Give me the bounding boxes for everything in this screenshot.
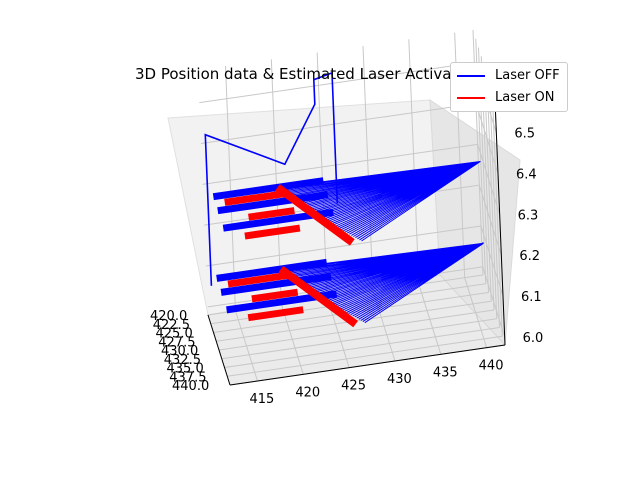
tick-labels: 415 420 425 430 435 440420.0422.5425.0427.543… <box>150 127 543 407</box>
legend-swatch-laser-off <box>457 75 485 77</box>
z-tick-label-0: 6.0 <box>523 331 544 346</box>
legend-swatch-laser-on <box>457 97 485 99</box>
grid-floor-y-7 <box>227 335 503 377</box>
grid-line-x-3 <box>362 45 374 292</box>
legend-label-laser-off: Laser OFF <box>495 68 560 83</box>
y-tick-label-6: 435.0 <box>167 362 204 377</box>
x-tick-label-4: 435 <box>433 365 458 380</box>
grid-side-y-7 <box>491 91 503 337</box>
y-tick-label-3: 427.5 <box>158 335 195 350</box>
x-tick-label-5: 440 <box>479 359 504 374</box>
grid-back-z-1 <box>205 225 482 267</box>
red-segment-1-2 <box>247 306 304 322</box>
grid-side-z-0 <box>482 266 506 337</box>
blue-strip-1-0 <box>216 258 328 282</box>
x-axis-line <box>229 344 506 386</box>
grid-side-y-5 <box>486 73 498 319</box>
red-segment-0-0 <box>224 189 290 206</box>
hatch-region-1 <box>271 242 484 324</box>
legend-item-laser-on: Laser ON <box>451 88 567 108</box>
grid-line-x-1 <box>270 59 282 305</box>
data-marks <box>204 71 484 328</box>
grid-back-z-3 <box>202 143 478 185</box>
y-tick-label-7: 437.5 <box>169 370 206 385</box>
grid-floor-y-6 <box>224 327 500 368</box>
blue-strip-0-0 <box>212 177 324 201</box>
red-segment-0-1 <box>248 207 295 221</box>
x-tick-label-1: 420 <box>295 385 320 400</box>
z-tick-label-3: 6.3 <box>518 208 539 223</box>
y-axis-line <box>207 314 231 386</box>
y-tick-label-8: 440.0 <box>172 379 209 394</box>
grid-back-z-5 <box>199 62 475 104</box>
grid-line-x-4 <box>408 39 420 285</box>
grid-side-z-1 <box>480 225 504 297</box>
y-tick-label-2: 425.0 <box>156 327 193 342</box>
legend-item-laser-off: Laser OFF <box>451 66 567 86</box>
grid-side-z-4 <box>475 103 499 174</box>
grid-side-y-6 <box>489 82 500 328</box>
grid-side-z-3 <box>477 144 501 215</box>
red-band-1 <box>278 265 359 328</box>
grid-back-z-4 <box>200 103 477 144</box>
hatch-region-0 <box>268 161 481 242</box>
laser-off-path <box>204 71 339 286</box>
z-tick-label-2: 6.2 <box>519 249 540 264</box>
grid-floor-y-4 <box>218 309 495 351</box>
x-tick-label-2: 425 <box>341 379 366 394</box>
x-tick-label-0: 415 <box>250 392 275 407</box>
y-tick-label-5: 432.5 <box>164 353 201 368</box>
z-axis-line <box>494 99 506 346</box>
red-segment-1-1 <box>251 288 299 303</box>
grid-floor-y-5 <box>221 318 497 360</box>
y-tick-label-4: 430.0 <box>161 344 198 359</box>
z-tick-label-1: 6.1 <box>521 290 542 305</box>
y-tick-label-1: 422.5 <box>153 318 190 333</box>
blue-strip-0-1 <box>217 191 329 215</box>
y-tick-label-0: 420.0 <box>150 309 187 324</box>
axis-lines <box>207 99 506 386</box>
red-segment-1-0 <box>227 271 293 288</box>
z-tick-label-4: 6.4 <box>516 168 537 183</box>
grid-side-z-2 <box>478 185 502 256</box>
chart-title: 3D Position data & Estimated Laser Activ… <box>135 65 480 83</box>
blue-strip-1-1 <box>220 272 332 296</box>
grid-line-x-0 <box>225 65 236 312</box>
grid-line-x-2 <box>316 52 328 298</box>
red-band-0 <box>275 184 355 246</box>
legend-label-laser-on: Laser ON <box>495 90 555 105</box>
red-segment-0-2 <box>244 224 301 240</box>
z-tick-label-5: 6.5 <box>514 127 535 142</box>
legend: Laser OFF Laser ON <box>450 62 568 112</box>
x-tick-label-3: 430 <box>387 372 412 387</box>
